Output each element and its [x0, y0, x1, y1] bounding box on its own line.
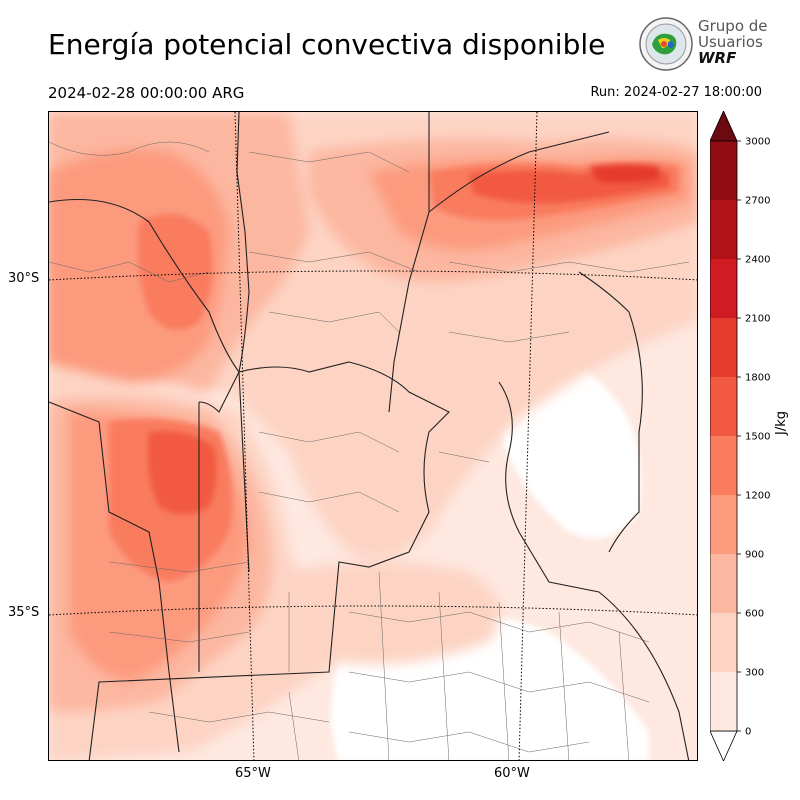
lat-label: 35°S	[8, 605, 40, 620]
colorbar-segment	[710, 495, 737, 554]
colorbar-units-label: J/kg	[774, 411, 789, 435]
globe-logo-icon	[639, 17, 693, 71]
run-time: Run: 2024-02-27 18:00:00	[590, 85, 762, 100]
colorbar-tick-label: 900	[745, 550, 764, 561]
colorbar-segment	[710, 672, 737, 731]
colorbar-segment	[710, 377, 737, 436]
colorbar-extend-high	[709, 110, 738, 142]
lat-label: 30°S	[8, 271, 40, 286]
lon-label: 65°W	[235, 766, 271, 781]
colorbar-tick-label: 300	[745, 668, 764, 679]
colorbar-tick-label: 600	[745, 609, 764, 620]
colorbar-segment	[710, 436, 737, 495]
colorbar-tick-label: 2400	[745, 255, 770, 266]
colorbar-segment	[710, 259, 737, 318]
colorbar-tick-label: 3000	[745, 137, 770, 148]
colorbar-tick-label: 1800	[745, 373, 770, 384]
grupo-usuarios-wrf-logo: Grupo de Usuarios WRF	[638, 16, 768, 72]
colorbar-segment	[710, 554, 737, 613]
map-title: Energía potencial convectiva disponible	[48, 28, 606, 61]
colorbar-segment	[710, 141, 737, 200]
colorbar-scale: 0 300 600 900 1200 1500 1800 2100 2400 2700 3000	[709, 110, 770, 762]
colorbar: 0 300 600 900 1200 1500 1800 2100 2400 2700 3000	[709, 110, 790, 762]
cape-map	[48, 111, 698, 761]
colorbar-segment	[710, 200, 737, 259]
colorbar-tick-label: 1500	[745, 432, 770, 443]
colorbar-tick-label: 0	[745, 727, 751, 738]
valid-time: 2024-02-28 00:00:00 ARG	[48, 84, 245, 102]
colorbar-tick-label: 2100	[745, 314, 770, 325]
logo-line3: WRF	[698, 49, 737, 67]
colorbar-tick-label: 1200	[745, 491, 770, 502]
colorbar-segment	[710, 613, 737, 672]
logo-line2: Usuarios	[698, 33, 763, 51]
lon-label: 60°W	[494, 766, 530, 781]
colorbar-tick-label: 2700	[745, 196, 770, 207]
colorbar-segment	[710, 318, 737, 377]
logo-line1: Grupo de	[698, 17, 768, 35]
cape-field	[49, 112, 697, 760]
colorbar-extend-low	[709, 730, 738, 762]
